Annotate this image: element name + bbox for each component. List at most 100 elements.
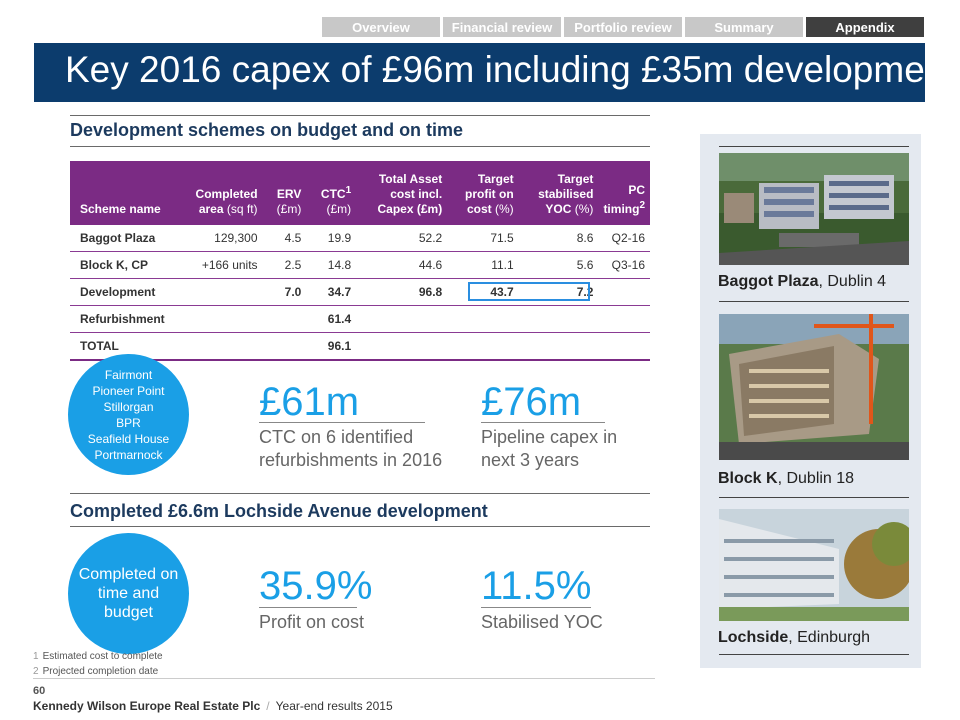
- completed-circle: Completed on time and budget: [68, 533, 189, 654]
- development-returns-highlight: [468, 282, 590, 301]
- title-bar: Key 2016 capex of £96m including £35m de…: [34, 43, 956, 102]
- development-schemes-table: Scheme name Completed area (sq ft) ERV (£m…: [70, 161, 650, 361]
- block-k-photo: [719, 314, 909, 460]
- cell-area: +166 units: [172, 251, 263, 279]
- block-k-caption: Block K, Dublin 18: [718, 470, 855, 487]
- stat-stabilised-yoc-desc: Stabilised YOC: [481, 612, 603, 632]
- col-pc-timing: PC timing2: [603, 183, 645, 216]
- cell-tac: [356, 305, 448, 333]
- footnotes: 1 Estimated cost to complete 2 Projected c…: [33, 649, 163, 679]
- cell-area: [172, 305, 263, 333]
- cell-ctc: 34.7: [306, 278, 357, 306]
- side-rule: [719, 654, 909, 655]
- cell-tac: 44.6: [356, 251, 448, 279]
- section-title-lochside: Completed £6.6m Lochside Avenue developm…: [70, 501, 488, 521]
- table-row-refurbishment: Refurbishment 61.4: [70, 305, 650, 333]
- cell-scheme: Development: [70, 278, 173, 306]
- cell-erv: 7.0: [262, 278, 307, 306]
- cell-pc: [598, 332, 650, 361]
- table-row: Baggot Plaza 129,300 4.5 19.9 52.2 71.5 …: [70, 225, 650, 252]
- cell-tac: [356, 332, 448, 361]
- cell-erv: [262, 332, 307, 361]
- footer-separator: /: [266, 699, 270, 713]
- footnote: 1 Estimated cost to complete: [33, 651, 163, 662]
- stat-rule: [481, 607, 591, 608]
- refurb-item: Seafield House: [87, 431, 170, 446]
- baggot-plaza-caption: Baggot Plaza, Dublin 4: [718, 273, 887, 290]
- cell-ctc: 61.4: [306, 305, 357, 333]
- cell-yoc: [518, 332, 599, 361]
- side-rule: [719, 301, 909, 302]
- lochside-caption: Lochside, Edinburgh: [718, 629, 871, 646]
- cell-yoc: 5.6: [518, 251, 599, 279]
- page-title: Key 2016 capex of £96m including £35m de…: [65, 49, 956, 90]
- col-total-asset-cost: Total Asset cost incl. Capex (£m): [377, 172, 443, 216]
- col-target-yoc: Target stabilised YOC (%): [538, 172, 594, 216]
- col-ctc: CTC1 (£m): [320, 185, 352, 216]
- table-row-total: TOTAL 96.1: [70, 332, 650, 361]
- section-rule: [70, 526, 650, 527]
- cell-profit: 71.5: [447, 225, 519, 252]
- stat-rule: [259, 607, 357, 608]
- stat-profit-on-cost-value: 35.9%: [259, 564, 373, 608]
- cell-tac: 52.2: [356, 225, 448, 252]
- page-number: 60: [33, 685, 46, 697]
- stat-ctc-refurb-desc: CTC on 6 identified refurbishments in 201…: [259, 427, 443, 470]
- col-completed-area: Completed area (sq ft): [195, 187, 258, 216]
- stat-profit-on-cost-desc: Profit on cost: [259, 612, 365, 632]
- refurb-item: BPR: [116, 415, 141, 430]
- cell-area: 129,300: [172, 225, 263, 252]
- refurb-item: Pioneer Point: [92, 383, 165, 398]
- section-rule: [70, 146, 650, 147]
- refurb-item: Fairmont: [104, 367, 153, 382]
- cell-area: [172, 332, 263, 361]
- cell-ctc: 96.1: [306, 332, 357, 361]
- footer: Kennedy Wilson Europe Real Estate Plc / Ye…: [33, 699, 393, 713]
- section-title-development: Development schemes on budget and on tim…: [70, 120, 464, 140]
- col-erv: ERV (£m): [276, 187, 302, 216]
- baggot-plaza-photo: [719, 153, 909, 265]
- cell-area: [172, 278, 263, 306]
- cell-pc: Q2-16: [598, 225, 650, 252]
- stat-ctc-refurb-value: £61m: [259, 380, 360, 424]
- stat-stabilised-yoc-value: 11.5%: [481, 564, 592, 608]
- table-row: Block K, CP +166 units 2.5 14.8 44.6 11.…: [70, 251, 650, 279]
- cell-profit: [447, 305, 519, 333]
- cell-ctc: 19.9: [306, 225, 357, 252]
- side-rule: [719, 146, 909, 147]
- cell-scheme: Block K, CP: [70, 251, 173, 279]
- refurbishments-circle: Fairmont Pioneer Point Stillorgan BPR Se…: [68, 354, 189, 475]
- cell-yoc: [518, 305, 599, 333]
- cell-erv: 2.5: [262, 251, 307, 279]
- cell-ctc: 14.8: [306, 251, 357, 279]
- cell-pc: [598, 278, 650, 306]
- lochside-photo: [719, 509, 909, 621]
- refurb-item: Portmarnock: [94, 447, 163, 462]
- stat-pipeline-capex-value: £76m: [481, 380, 582, 424]
- cell-scheme: Refurbishment: [70, 305, 173, 333]
- section-nav: Overview Financial review Portfolio revi…: [322, 17, 924, 37]
- table-header-row: Scheme name Completed area (sq ft) ERV (£m…: [70, 161, 650, 225]
- cell-scheme: Baggot Plaza: [70, 225, 173, 252]
- company-name: Kennedy Wilson Europe Real Estate Plc: [33, 699, 261, 713]
- col-scheme-name: Scheme name: [80, 202, 161, 216]
- cell-profit: 11.1: [447, 251, 519, 279]
- tab-summary[interactable]: Summary: [685, 17, 803, 37]
- col-target-profit: Target profit on cost (%): [465, 172, 514, 216]
- stat-pipeline-capex-desc: Pipeline capex in next 3 years: [481, 427, 618, 470]
- section-rule: [70, 115, 650, 116]
- cell-tac: 96.8: [356, 278, 448, 306]
- footnote: 2 Projected completion date: [33, 666, 159, 677]
- tab-appendix[interactable]: Appendix: [806, 17, 924, 37]
- tab-financial-review[interactable]: Financial review: [443, 17, 561, 37]
- side-rule: [719, 497, 909, 498]
- footer-rule: [33, 678, 655, 679]
- tab-portfolio-review[interactable]: Portfolio review: [564, 17, 682, 37]
- document-name: Year-end results 2015: [275, 699, 393, 713]
- cell-pc: Q3-16: [598, 251, 650, 279]
- cell-erv: [262, 305, 307, 333]
- cell-pc: [598, 305, 650, 333]
- section-rule: [70, 493, 650, 494]
- tab-overview[interactable]: Overview: [322, 17, 440, 37]
- refurb-item: Stillorgan: [103, 399, 154, 414]
